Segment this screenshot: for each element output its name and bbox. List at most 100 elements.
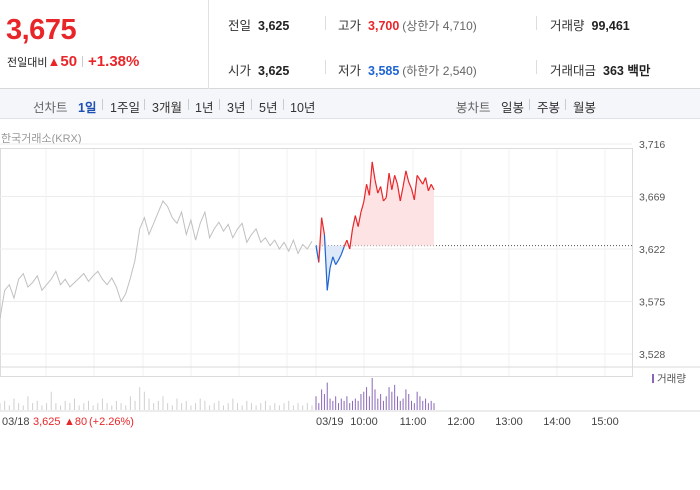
tab-period-5y[interactable]: 5년: [259, 101, 278, 115]
volume-chart: [0, 366, 700, 412]
volume-legend-label: 거래량: [657, 373, 686, 385]
stat-value: 3,625: [258, 19, 290, 33]
tab-candle-monthly[interactable]: 월봉: [573, 101, 597, 115]
tab-period-3y[interactable]: 3년: [227, 101, 246, 115]
stat-volume: 거래량 99,461: [550, 15, 630, 34]
footer-change-pct: (+2.26%): [89, 416, 134, 428]
up-segment: [413, 175, 418, 200]
chart-grid: [0, 143, 633, 377]
up-segment: [391, 175, 396, 190]
change-label: 전일대비: [7, 57, 48, 69]
divider: [283, 99, 284, 110]
up-segment: [374, 179, 379, 194]
up-segment: [394, 175, 399, 185]
up-segment: [349, 228, 354, 250]
upper-limit: (상한가 4,710): [402, 19, 477, 33]
x-tick-label: 12:00: [447, 416, 475, 428]
up-segment: [427, 183, 432, 192]
x-tick-label: 11:00: [400, 416, 427, 428]
period-toolbar: 선차트 1일 1주일 3개월 1년 3년 5년 10년 봉차트 일봉 주봉 월봉: [0, 89, 700, 119]
stat-label: 전일: [228, 19, 252, 33]
divider: [219, 99, 220, 110]
stat-value: 3,700: [368, 19, 400, 33]
divider: [188, 99, 189, 110]
x-axis: 03/18 03/19 10:00 11:00 12:00 13:00 14:00 15:00: [2, 416, 619, 428]
divider: [102, 99, 103, 110]
y-tick-label: 3,528: [639, 349, 665, 361]
stat-value: 3,585: [368, 64, 400, 78]
stat-high: 고가 3,700 (상한가 4,710): [338, 15, 477, 34]
up-segment: [346, 239, 351, 250]
x-date-prev: 03/18: [2, 416, 30, 428]
up-segment: [368, 161, 373, 196]
down-segment: [326, 267, 331, 291]
change-amount: 50: [60, 53, 78, 70]
x-date-today: 03/19: [316, 416, 344, 428]
lower-limit: (하한가 2,540): [402, 64, 477, 78]
up-segment: [360, 201, 365, 213]
down-segment: [315, 245, 320, 263]
volume-legend: 거래량: [652, 373, 686, 385]
y-tick-label: 3,669: [639, 192, 665, 204]
divider: [565, 99, 566, 110]
up-segment: [402, 170, 407, 187]
intraday-price-chart[interactable]: 3,716 3,669 3,622 3,575 3,528 03/18 03/19 10:0…: [0, 140, 700, 440]
up-segment: [354, 215, 359, 227]
stat-value: 3,625: [258, 64, 290, 78]
up-segment: [430, 183, 435, 191]
up-segment: [382, 197, 387, 202]
stat-label: 거래대금: [550, 64, 597, 78]
tab-candle-weekly[interactable]: 주봉: [537, 101, 561, 115]
up-triangle-icon: ▲: [47, 54, 61, 69]
change-row: 전일대비▲50 +1.38%: [7, 53, 139, 70]
up-segment: [399, 186, 404, 202]
down-segment: [332, 256, 337, 265]
up-segment: [424, 177, 429, 192]
stat-value: 363 백만: [603, 64, 651, 78]
up-segment: [416, 174, 421, 181]
stat-value: 99,461: [591, 19, 630, 33]
down-segment: [340, 246, 345, 255]
x-tick-label: 13:00: [495, 416, 523, 428]
stat-low: 저가 3,585 (하한가 2,540): [338, 60, 477, 79]
up-segment: [321, 217, 326, 235]
divider: [251, 99, 252, 110]
stat-label: 저가: [338, 64, 362, 78]
tab-period-1w[interactable]: 1주일: [110, 101, 140, 115]
up-segment: [385, 172, 390, 198]
change-percent: +1.38%: [88, 53, 140, 70]
up-segment: [408, 181, 413, 189]
down-segment: [329, 256, 334, 269]
today-series: [315, 161, 632, 291]
divider: [529, 99, 530, 110]
stat-label: 고가: [338, 19, 362, 33]
up-segment: [318, 217, 323, 263]
tab-candle-daily[interactable]: 일봉: [501, 101, 525, 115]
x-tick-label: 14:00: [543, 416, 571, 428]
up-segment: [380, 186, 385, 202]
divider: [82, 56, 84, 67]
up-area: [316, 161, 434, 246]
divider: [536, 60, 537, 74]
price-summary: 3,675 전일대비▲50 +1.38% 전일 3,625 시가 3,625 고가 3,…: [0, 0, 700, 89]
tab-period-3m[interactable]: 3개월: [152, 101, 182, 115]
up-segment: [357, 212, 362, 227]
tab-period-10y[interactable]: 10년: [290, 101, 316, 115]
x-tick-label: 15:00: [591, 416, 619, 428]
down-area: [316, 245, 434, 291]
up-segment: [351, 215, 356, 230]
up-segment: [371, 161, 376, 180]
y-tick-label: 3,716: [639, 140, 665, 151]
chart-source: 한국거래소(KRX): [1, 133, 82, 145]
divider: [144, 99, 145, 110]
chart-footer: 3,625 ▲80 (+2.26%): [33, 416, 134, 428]
current-price: 3,675: [6, 14, 77, 46]
up-segment: [388, 172, 393, 190]
footer-prev-close: 3,625: [33, 416, 61, 428]
stat-trade-value: 거래대금 363 백만: [550, 60, 650, 79]
stat-label: 시가: [228, 64, 252, 78]
tab-period-1y[interactable]: 1년: [195, 101, 214, 115]
tab-period-1d[interactable]: 1일: [78, 101, 97, 115]
up-segment: [396, 184, 401, 202]
divider: [325, 60, 326, 74]
